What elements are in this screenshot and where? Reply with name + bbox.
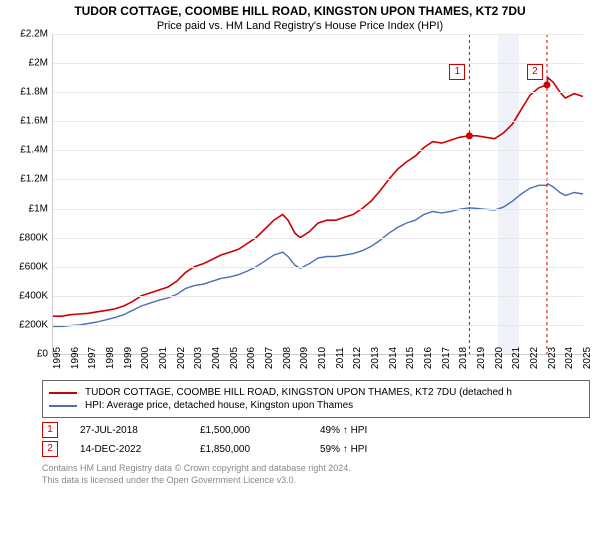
- x-tick-label: 2006: [246, 347, 257, 369]
- sale-marker-dot: [543, 81, 550, 88]
- x-tick-label: 1996: [70, 347, 81, 369]
- y-axis: £0£200K£400K£600K£800K£1M£1.2M£1.4M£1.6M…: [10, 34, 50, 354]
- series-hpi: [53, 184, 583, 327]
- x-tick-label: 2018: [458, 347, 469, 369]
- sale-hpi: 49% ↑ HPI: [320, 425, 440, 436]
- x-tick-label: 1999: [123, 347, 134, 369]
- sale-marker-box: 2: [527, 64, 543, 80]
- x-tick-label: 2025: [582, 347, 593, 369]
- y-tick-label: £1.6M: [20, 116, 48, 127]
- sale-price: £1,500,000: [200, 425, 320, 436]
- gridline: [53, 238, 583, 239]
- y-tick-label: £1M: [29, 203, 48, 214]
- gridline: [53, 34, 583, 35]
- x-tick-label: 2022: [529, 347, 540, 369]
- x-tick-label: 2017: [441, 347, 452, 369]
- legend-row: HPI: Average price, detached house, King…: [49, 400, 583, 411]
- y-tick-label: £200K: [19, 319, 48, 330]
- gridline: [53, 209, 583, 210]
- gridline: [53, 325, 583, 326]
- x-tick-label: 2004: [211, 347, 222, 369]
- gridline: [53, 179, 583, 180]
- gridline: [53, 150, 583, 151]
- y-tick-label: £1.4M: [20, 145, 48, 156]
- footer-line-1: Contains HM Land Registry data © Crown c…: [42, 463, 590, 475]
- x-tick-label: 2013: [370, 347, 381, 369]
- sale-date: 27-JUL-2018: [80, 425, 200, 436]
- x-tick-label: 2015: [405, 347, 416, 369]
- x-tick-label: 2021: [511, 347, 522, 369]
- x-tick-label: 2002: [176, 347, 187, 369]
- sale-row: 1 27-JUL-2018£1,500,00049% ↑ HPI: [42, 422, 590, 438]
- y-tick-label: £400K: [19, 290, 48, 301]
- sale-date: 14-DEC-2022: [80, 444, 200, 455]
- x-tick-label: 2020: [494, 347, 505, 369]
- y-tick-label: £800K: [19, 232, 48, 243]
- x-tick-label: 2019: [476, 347, 487, 369]
- footer: Contains HM Land Registry data © Crown c…: [42, 463, 590, 486]
- sale-price: £1,850,000: [200, 444, 320, 455]
- y-tick-label: £1.2M: [20, 174, 48, 185]
- line-svg: [53, 34, 583, 354]
- x-tick-label: 2014: [388, 347, 399, 369]
- gridline: [53, 92, 583, 93]
- series-property: [53, 78, 583, 317]
- sale-marker-dot: [466, 132, 473, 139]
- x-tick-label: 2000: [140, 347, 151, 369]
- x-tick-label: 2005: [229, 347, 240, 369]
- y-tick-label: £2.2M: [20, 29, 48, 40]
- gridline: [53, 296, 583, 297]
- chart-container: TUDOR COTTAGE, COOMBE HILL ROAD, KINGSTO…: [0, 0, 600, 486]
- gridline: [53, 121, 583, 122]
- title-main: TUDOR COTTAGE, COOMBE HILL ROAD, KINGSTO…: [0, 4, 600, 18]
- y-tick-label: £600K: [19, 261, 48, 272]
- x-tick-label: 2001: [158, 347, 169, 369]
- y-tick-label: £2M: [29, 58, 48, 69]
- title-block: TUDOR COTTAGE, COOMBE HILL ROAD, KINGSTO…: [0, 0, 600, 34]
- x-tick-label: 2023: [547, 347, 558, 369]
- sale-marker-box: 1: [449, 64, 465, 80]
- x-tick-label: 1995: [52, 347, 63, 369]
- legend-label: HPI: Average price, detached house, King…: [85, 400, 353, 411]
- x-tick-label: 1998: [105, 347, 116, 369]
- sale-row: 2 14-DEC-2022£1,850,00059% ↑ HPI: [42, 441, 590, 457]
- x-tick-label: 2016: [423, 347, 434, 369]
- x-tick-label: 2011: [335, 347, 346, 369]
- plot-area: £0 £200K £400K £600K £800K £1M £1.2M £1.4M £1.6M…: [10, 34, 590, 374]
- x-tick-label: 2007: [264, 347, 275, 369]
- x-tick-label: 2008: [282, 347, 293, 369]
- sale-number-box: 2: [42, 441, 58, 457]
- gridline: [53, 63, 583, 64]
- x-axis: 1995199619971998199920002001200220032004…: [52, 356, 582, 396]
- y-tick-label: £0: [37, 349, 48, 360]
- x-tick-label: 2024: [564, 347, 575, 369]
- footer-line-2: This data is licensed under the Open Gov…: [42, 475, 590, 487]
- x-tick-label: 2010: [317, 347, 328, 369]
- sale-number-box: 1: [42, 422, 58, 438]
- x-tick-label: 2003: [193, 347, 204, 369]
- title-sub: Price paid vs. HM Land Registry's House …: [0, 20, 600, 32]
- plot-inner: 12: [52, 34, 583, 355]
- y-tick-label: £1.8M: [20, 87, 48, 98]
- legend-swatch: [49, 405, 77, 407]
- sale-hpi: 59% ↑ HPI: [320, 444, 440, 455]
- sales-table: 1 27-JUL-2018£1,500,00049% ↑ HPI 2 14-DEC-2…: [42, 422, 590, 457]
- x-tick-label: 1997: [87, 347, 98, 369]
- gridline: [53, 267, 583, 268]
- x-tick-label: 2012: [352, 347, 363, 369]
- x-tick-label: 2009: [299, 347, 310, 369]
